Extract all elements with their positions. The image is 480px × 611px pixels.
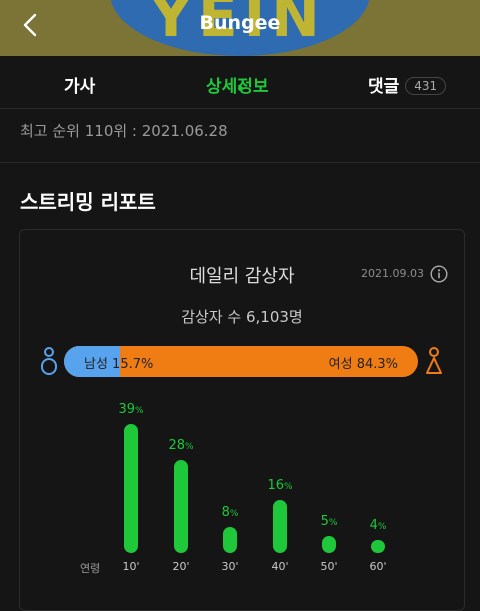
gender-ratio-bar: 남성 15.7% 여성 84.3%: [64, 346, 418, 377]
male-share-label: 남성 15.7%: [84, 357, 154, 372]
active-tab-indicator: [238, 86, 243, 91]
age-bar-value: 4%: [369, 517, 387, 533]
header: YEIN Bungee: [0, 0, 480, 56]
age-tick-label: 50': [320, 560, 338, 573]
tab-bar: 가사 상세정보 댓글 431: [0, 56, 480, 109]
age-axis-label: 연령: [80, 562, 101, 575]
album-art-text: YEIN: [150, 0, 326, 50]
age-tick-label: 30': [221, 560, 239, 573]
peak-rank-text: 최고 순위 110위 : 2021.06.28: [20, 122, 228, 140]
female-icon: [426, 347, 442, 374]
card-date: 2021.09.03: [361, 267, 424, 280]
divider: [0, 162, 480, 163]
age-bar-value: 28%: [168, 438, 194, 454]
age-bar-value: 16%: [267, 478, 293, 494]
tab-details-label: 상세정보: [206, 77, 269, 97]
male-icon: [41, 347, 57, 375]
tab-comments-label: 댓글: [368, 77, 400, 97]
age-bar-value: 8%: [221, 504, 239, 520]
section-title: 스트리밍 리포트: [20, 190, 156, 214]
age-bar: [124, 424, 138, 553]
page-title: Bungee: [199, 12, 281, 34]
listener-count: 감상자 수 6,103명: [181, 308, 303, 326]
age-bar: [322, 536, 336, 553]
back-arrow-icon[interactable]: [18, 12, 44, 38]
card-title: 데일리 감상자: [189, 266, 295, 287]
age-distribution-chart: 연령 39% 10' 28% 20' 8% 30' 16% 40' 5% 50' 4% 60': [0, 390, 480, 588]
tab-details[interactable]: 상세정보: [206, 72, 269, 97]
comment-count-badge: 431: [405, 77, 447, 95]
age-bar: [371, 539, 385, 553]
age-tick-label: 20': [172, 560, 190, 573]
info-icon[interactable]: [430, 265, 448, 283]
age-bar: [174, 460, 188, 553]
female-share-label: 여성 84.3%: [328, 357, 398, 372]
tab-comments[interactable]: 댓글 431: [368, 72, 447, 97]
tab-lyrics[interactable]: 가사: [64, 72, 95, 97]
age-bar-value: 5%: [320, 514, 338, 530]
age-bar: [223, 526, 237, 553]
male-share-fill: [64, 346, 120, 377]
age-bar: [273, 500, 287, 553]
age-tick-label: 40': [271, 560, 289, 573]
age-tick-label: 10': [122, 560, 140, 573]
age-bar-value: 39%: [118, 402, 144, 417]
age-tick-label: 60': [369, 560, 387, 573]
tab-lyrics-label: 가사: [64, 77, 96, 97]
